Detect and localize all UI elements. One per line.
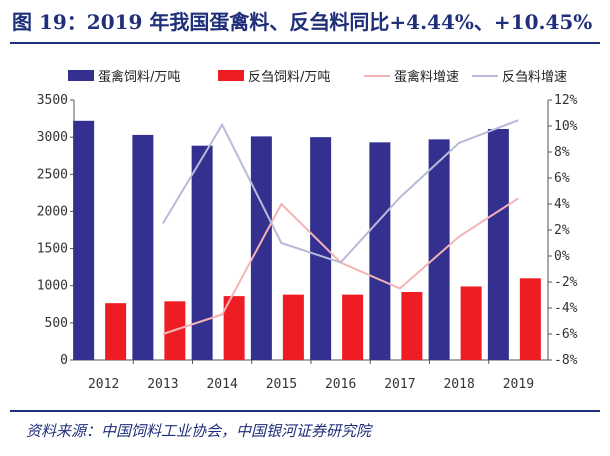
title-rule (10, 42, 600, 44)
bottom-rule (10, 410, 600, 412)
left-tick-label: 2000 (37, 204, 68, 219)
legend-label: 反刍饲料/万吨 (248, 70, 330, 85)
left-tick-label: 1000 (37, 279, 68, 294)
egg-feed-bar (428, 139, 450, 360)
egg-feed-bar (132, 134, 154, 360)
x-tick-label: 2016 (325, 377, 356, 392)
right-tick-label: 0% (554, 249, 570, 264)
right-tick-label: 12% (554, 93, 578, 108)
x-tick-label: 2013 (147, 377, 178, 392)
egg-feed-bar (310, 137, 332, 360)
ruminant-feed-bar (342, 294, 364, 360)
right-tick-label: 2% (554, 223, 570, 238)
x-tick-label: 2015 (266, 377, 297, 392)
left-tick-label: 1500 (37, 242, 68, 257)
x-tick-label: 2019 (503, 377, 534, 392)
ticks: 0 500 1000 1500 2000 2500 3000 3500 -8% -6% -4% -2%… (37, 93, 578, 392)
right-tick-label: 6% (554, 171, 570, 186)
ruminant-feed-bar (223, 296, 245, 360)
ruminant-feed-bar (105, 303, 127, 360)
ruminant-feed-bar (519, 278, 541, 360)
left-tick-label: 3000 (37, 130, 68, 145)
x-tick-label: 2018 (443, 377, 474, 392)
legend-label: 蛋禽饲料/万吨 (98, 69, 180, 85)
right-tick-label: 4% (554, 197, 570, 212)
lines (162, 119, 519, 335)
egg-feed-bar (191, 145, 213, 360)
left-tick-label: 2500 (37, 167, 68, 182)
right-tick-label: 10% (554, 119, 578, 134)
x-tick-label: 2014 (206, 377, 237, 392)
egg-feed-bar (73, 120, 95, 360)
egg-feed-bar (487, 128, 509, 360)
right-tick-label: 8% (554, 145, 570, 160)
legend-label: 蛋禽料增速 (394, 69, 459, 85)
legend-label: 反刍料增速 (502, 70, 567, 85)
x-tick-label: 2012 (88, 377, 119, 392)
legend: 蛋禽饲料/万吨 反刍饲料/万吨 蛋禽料增速 反刍料增速 (68, 69, 567, 85)
ruminant-feed-bar (401, 292, 423, 360)
ruminant-feed-bar (282, 294, 304, 360)
right-tick-label: -8% (554, 353, 578, 368)
egg-feed-bar (250, 136, 272, 360)
right-tick-label: -4% (554, 301, 578, 316)
legend-swatch (218, 70, 244, 81)
source-note: 资料来源：中国饲料工业协会，中国银河证券研究院 (26, 422, 372, 440)
left-tick-label: 3500 (37, 93, 68, 108)
chart-title: 图 19：2019 年我国蛋禽料、反刍料同比+4.44%、+10.45% (12, 10, 593, 34)
legend-swatch (68, 70, 94, 81)
left-tick-label: 500 (45, 316, 68, 331)
x-tick-label: 2017 (384, 377, 415, 392)
ruminant-feed-bar (460, 286, 482, 360)
right-tick-label: -6% (554, 327, 578, 342)
egg-feed-bar (369, 142, 391, 360)
bars (73, 120, 541, 360)
left-tick-label: 0 (60, 353, 68, 368)
ruminant-growth-line (162, 119, 519, 264)
right-tick-label: -2% (554, 275, 578, 290)
